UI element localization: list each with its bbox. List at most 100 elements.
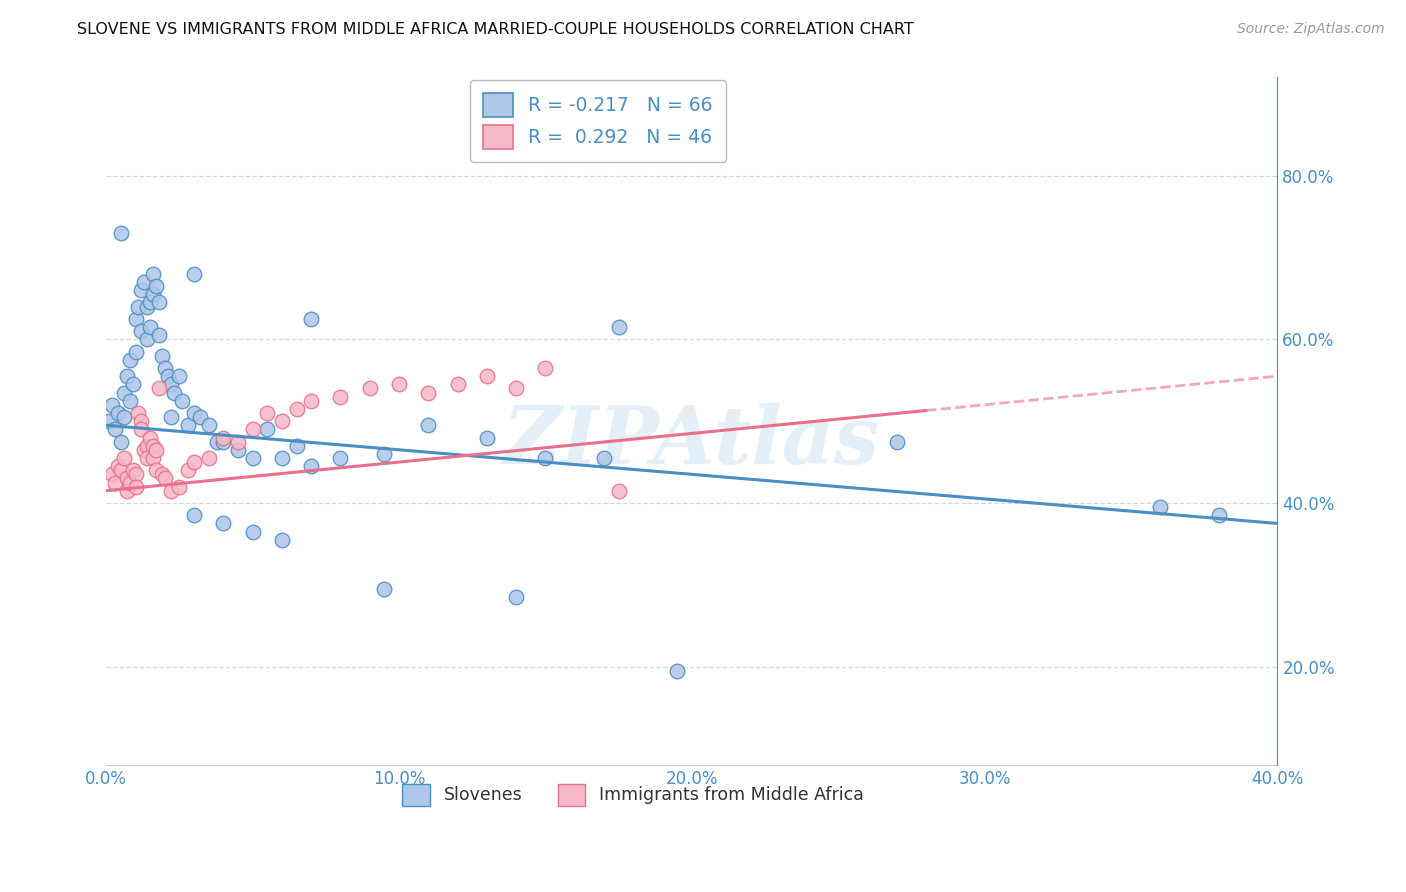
Point [131, 422, 153, 436]
Point [212, 516, 235, 531]
Point [159, 483, 181, 498]
Point [148, 381, 170, 395]
Legend: Slovenes, Immigrants from Middle Africa: Slovenes, Immigrants from Middle Africa [394, 775, 873, 814]
Point [124, 480, 146, 494]
Point [169, 369, 191, 384]
Point [285, 439, 308, 453]
Point [169, 480, 191, 494]
Point [118, 475, 141, 490]
Point [145, 463, 167, 477]
Point [118, 352, 141, 367]
Point [153, 361, 176, 376]
Point [373, 447, 395, 461]
Point [226, 434, 249, 449]
Point [285, 401, 308, 416]
Point [139, 295, 162, 310]
Point [256, 422, 278, 436]
Point [139, 320, 162, 334]
Point [188, 410, 211, 425]
Point [159, 410, 181, 425]
Point [256, 406, 278, 420]
Point [212, 430, 235, 444]
Point [142, 287, 165, 301]
Point [156, 369, 179, 384]
Point [101, 398, 124, 412]
Point [212, 434, 235, 449]
Point [142, 450, 165, 465]
Point [104, 475, 127, 490]
Point [183, 455, 205, 469]
Point [104, 422, 127, 436]
Point [136, 450, 159, 465]
Point [136, 300, 159, 314]
Text: Source: ZipAtlas.com: Source: ZipAtlas.com [1237, 22, 1385, 37]
Point [136, 439, 159, 453]
Point [115, 483, 138, 498]
Point [226, 442, 249, 457]
Point [112, 410, 135, 425]
Point [142, 267, 165, 281]
Point [197, 418, 219, 433]
Point [121, 377, 143, 392]
Point [271, 533, 294, 547]
Point [134, 275, 156, 289]
Point [475, 430, 498, 444]
Point [124, 311, 146, 326]
Point [159, 377, 181, 392]
Point [115, 369, 138, 384]
Point [666, 664, 689, 678]
Point [607, 483, 630, 498]
Point [124, 344, 146, 359]
Point [150, 467, 173, 482]
Point [299, 459, 322, 474]
Point [534, 450, 557, 465]
Point [505, 590, 527, 604]
Point [242, 524, 264, 539]
Point [162, 385, 184, 400]
Point [207, 434, 229, 449]
Point [299, 311, 322, 326]
Text: ZIPAtlas: ZIPAtlas [503, 403, 880, 481]
Point [107, 406, 129, 420]
Point [475, 369, 498, 384]
Point [1208, 508, 1230, 523]
Point [98, 414, 121, 428]
Point [131, 283, 153, 297]
Point [148, 295, 170, 310]
Point [446, 377, 468, 392]
Point [134, 442, 156, 457]
Point [242, 450, 264, 465]
Point [121, 463, 143, 477]
Point [271, 450, 294, 465]
Point [142, 439, 165, 453]
Point [388, 377, 411, 392]
Point [148, 328, 170, 343]
Text: SLOVENE VS IMMIGRANTS FROM MIDDLE AFRICA MARRIED-COUPLE HOUSEHOLDS CORRELATION C: SLOVENE VS IMMIGRANTS FROM MIDDLE AFRICA… [77, 22, 914, 37]
Point [172, 393, 194, 408]
Point [373, 582, 395, 596]
Point [177, 463, 200, 477]
Point [139, 430, 162, 444]
Point [534, 361, 557, 376]
Point [593, 450, 616, 465]
Point [359, 381, 381, 395]
Point [418, 385, 440, 400]
Point [418, 418, 440, 433]
Point [124, 467, 146, 482]
Point [505, 381, 527, 395]
Point [1149, 500, 1171, 514]
Point [242, 422, 264, 436]
Point [112, 385, 135, 400]
Point [299, 393, 322, 408]
Point [183, 508, 205, 523]
Point [329, 390, 352, 404]
Point [153, 471, 176, 485]
Point [271, 414, 294, 428]
Point [197, 450, 219, 465]
Point [107, 459, 129, 474]
Point [115, 471, 138, 485]
Point [101, 467, 124, 482]
Point [131, 324, 153, 338]
Point [145, 442, 167, 457]
Point [118, 393, 141, 408]
